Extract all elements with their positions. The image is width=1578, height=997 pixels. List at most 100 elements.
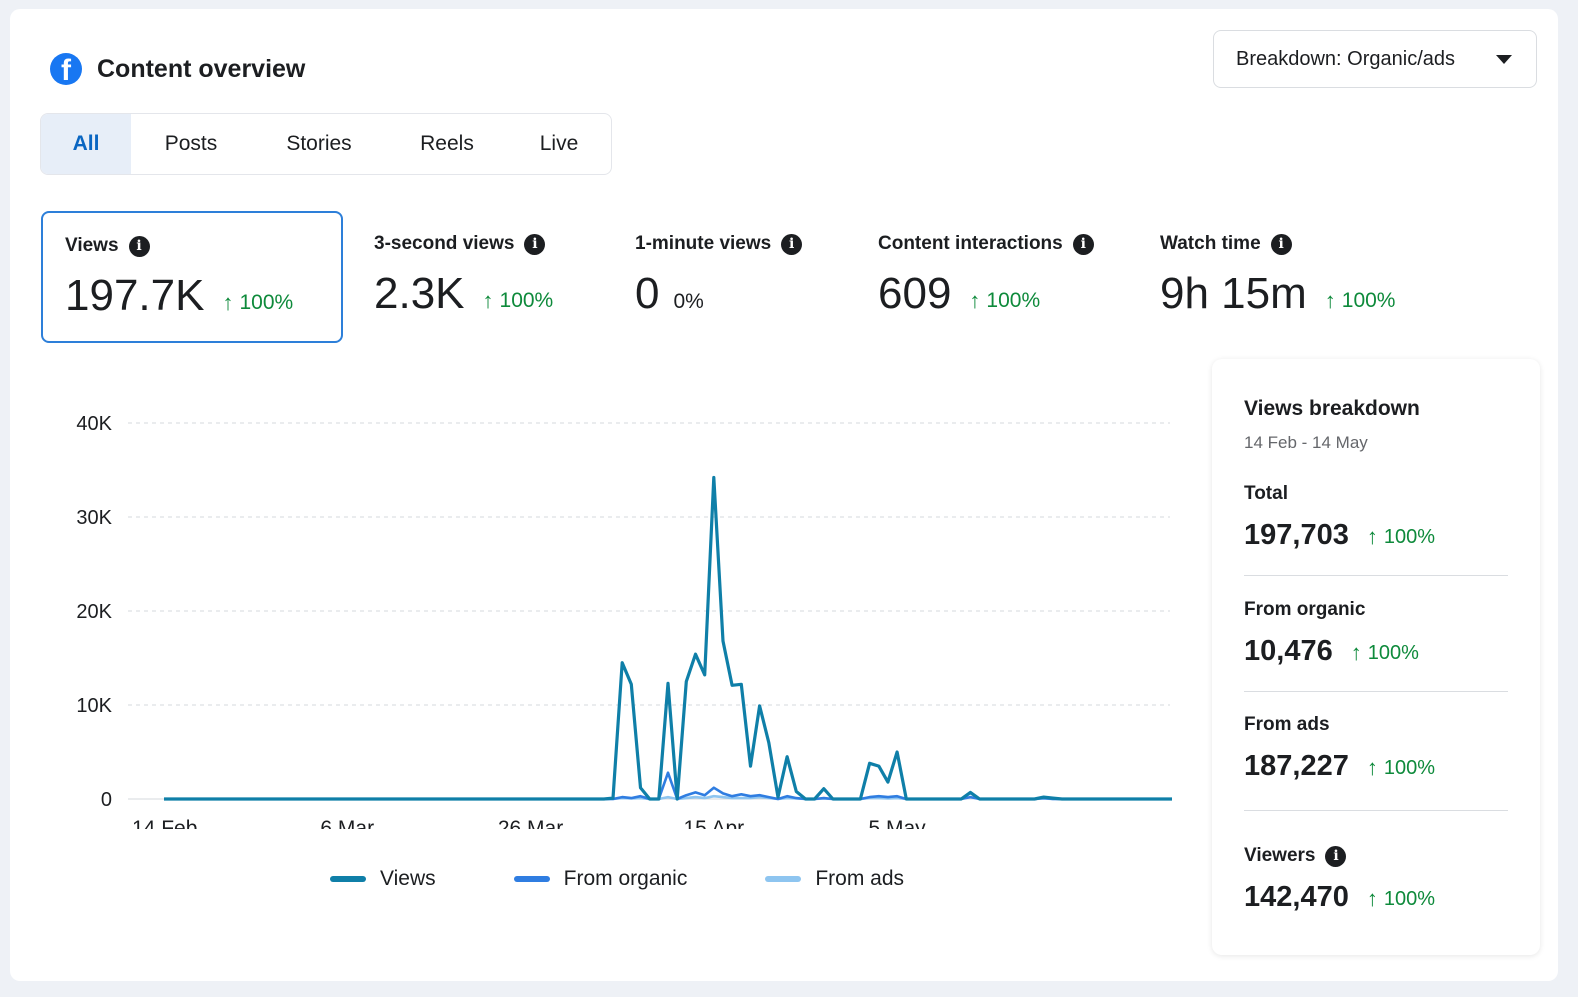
metric-label-text: Content interactions — [878, 233, 1063, 254]
legend-label: From organic — [563, 867, 688, 890]
metric-change: ↑ 100% — [969, 288, 1040, 314]
metric-value-row: 2.3K ↑ 100% — [374, 269, 580, 319]
stat-row: 142,470 ↑ 100% — [1244, 881, 1508, 914]
tab-stories[interactable]: Stories — [251, 114, 387, 174]
metric-change: 0% — [673, 290, 704, 313]
info-icon[interactable]: i — [1072, 233, 1094, 255]
views-chart: 0 10K 20K 30K 40K 14 Feb 6 Mar 26 Mar 15 Apr 5 Ma… — [40, 389, 1180, 840]
metric-1-minute-views[interactable]: 1-minute views i 0 0% — [613, 211, 843, 343]
arrow-up-icon: ↑ — [1324, 288, 1336, 313]
stat-value: 142,470 — [1244, 881, 1349, 913]
stat-value: 197,703 — [1244, 519, 1349, 551]
arrow-up-icon: ↑ — [482, 288, 494, 313]
views-breakdown-panel: Views breakdown 14 Feb - 14 May Total 19… — [1212, 359, 1540, 955]
metric-3-second-views[interactable]: 3-second views i 2.3K ↑ 100% — [352, 211, 602, 343]
series-line-from-organic — [164, 771, 1172, 801]
arrow-up-icon: ↑ — [1366, 886, 1378, 911]
y-tick-label: 20K — [76, 601, 112, 623]
stat-value: 10,476 — [1244, 635, 1333, 667]
stat-value: 187,227 — [1244, 750, 1349, 782]
legend-swatch — [330, 876, 366, 882]
info-icon[interactable]: i — [781, 233, 803, 255]
content-overview-card: f Content overview Breakdown: Organic/ad… — [10, 9, 1558, 981]
tab-live[interactable]: Live — [507, 114, 611, 174]
chevron-down-icon — [1496, 55, 1512, 64]
stat-change: ↑ 100% — [1367, 886, 1435, 912]
stat-change-value: 100% — [1383, 887, 1435, 910]
stat-viewers: Viewers i 142,470 ↑ 100% — [1244, 845, 1508, 914]
metric-change-value: 100% — [499, 289, 554, 312]
y-tick-label: 10K — [76, 695, 112, 717]
metric-content-interactions[interactable]: Content interactions i 609 ↑ 100% — [856, 211, 1146, 343]
x-tick-label: 15 Apr — [683, 817, 744, 829]
tab-reels[interactable]: Reels — [387, 114, 507, 174]
tab-posts[interactable]: Posts — [131, 114, 251, 174]
legend-label: Views — [380, 867, 436, 890]
legend-item-from-organic[interactable]: From organic — [513, 867, 688, 891]
info-icon[interactable]: i — [524, 233, 546, 255]
tab-label: Reels — [420, 132, 474, 155]
metric-value-row: 609 ↑ 100% — [878, 269, 1124, 319]
arrow-up-icon: ↑ — [1366, 524, 1378, 549]
legend-swatch — [765, 876, 802, 882]
metric-value: 609 — [878, 269, 952, 318]
stat-label: Total — [1244, 483, 1288, 504]
breakdown-dropdown[interactable]: Breakdown: Organic/ads — [1213, 30, 1537, 88]
metric-label: Views i — [65, 235, 319, 257]
metric-value-row: 9h 15m ↑ 100% — [1160, 269, 1406, 319]
legend-item-views[interactable]: Views — [330, 867, 436, 891]
metric-views[interactable]: Views i 197.7K ↑ 100% — [41, 211, 343, 343]
arrow-up-icon: ↑ — [222, 290, 234, 315]
stat-label: Viewers i — [1244, 845, 1508, 867]
info-icon[interactable]: i — [1325, 845, 1347, 867]
page-title: Content overview — [97, 54, 306, 83]
divider — [1244, 691, 1508, 692]
stat-change-value: 100% — [1367, 641, 1419, 664]
stat-row: 187,227 ↑ 100% — [1244, 750, 1508, 783]
stat-change: ↑ 100% — [1367, 755, 1435, 781]
x-tick-label: 5 May — [868, 817, 926, 829]
x-tick-label: 14 Feb — [132, 817, 197, 829]
y-tick-label: 40K — [76, 413, 112, 435]
content-type-tabs: All Posts Stories Reels Live — [40, 113, 612, 175]
metric-change-value: 100% — [239, 291, 294, 314]
header: f Content overview — [50, 53, 305, 85]
legend-item-from-ads[interactable]: From ads — [765, 867, 904, 891]
divider — [1244, 810, 1508, 811]
facebook-logo-letter: f — [61, 54, 71, 86]
tab-all[interactable]: All — [41, 114, 131, 174]
x-tick-label: 6 Mar — [320, 817, 374, 829]
facebook-logo-icon: f — [50, 53, 82, 85]
panel-title: Views breakdown — [1244, 397, 1420, 420]
stat-from-organic: From organic 10,476 ↑ 100% — [1244, 599, 1508, 668]
metric-watch-time[interactable]: Watch time i 9h 15m ↑ 100% — [1138, 211, 1428, 343]
stat-row: 197,703 ↑ 100% — [1244, 519, 1508, 552]
tab-label: All — [72, 132, 100, 155]
metric-label: Watch time i — [1160, 233, 1406, 255]
divider — [1244, 575, 1508, 576]
legend-label: From ads — [815, 867, 905, 890]
arrow-up-icon: ↑ — [969, 288, 981, 313]
metric-label-text: Watch time — [1160, 233, 1261, 254]
stat-from-ads: From ads 187,227 ↑ 100% — [1244, 714, 1508, 783]
metric-value-row: 0 0% — [635, 269, 821, 319]
info-icon[interactable]: i — [128, 235, 150, 257]
tab-label: Posts — [164, 132, 218, 155]
info-icon[interactable]: i — [1270, 233, 1292, 255]
x-tick-label: 26 Mar — [498, 817, 563, 829]
stat-label: From ads — [1244, 714, 1330, 735]
metric-value: 9h 15m — [1160, 269, 1307, 318]
chart-legend: Views From organic From ads — [330, 867, 982, 891]
metric-label: Content interactions i — [878, 233, 1124, 255]
metric-value: 0 — [635, 269, 660, 318]
stat-row: 10,476 ↑ 100% — [1244, 635, 1508, 668]
tab-label: Live — [539, 132, 579, 155]
stat-change-value: 100% — [1383, 525, 1435, 548]
metric-change-value: 100% — [1341, 289, 1396, 312]
arrow-up-icon: ↑ — [1366, 755, 1378, 780]
stat-change-value: 100% — [1383, 756, 1435, 779]
metric-value-row: 197.7K ↑ 100% — [65, 271, 319, 321]
metric-value: 197.7K — [65, 271, 205, 320]
metric-change: ↑ 100% — [1325, 288, 1396, 314]
metric-label: 1-minute views i — [635, 233, 821, 255]
